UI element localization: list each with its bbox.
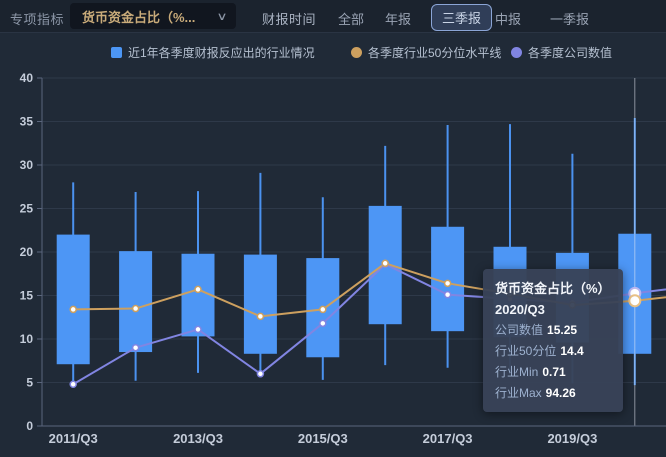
data-point-marker[interactable] — [194, 285, 202, 294]
y-axis-label: 0 — [26, 419, 33, 433]
data-point-marker[interactable] — [131, 304, 140, 313]
data-point-marker[interactable] — [381, 259, 389, 268]
x-axis-label: 2019/Q3 — [547, 431, 597, 446]
data-point-marker[interactable] — [69, 305, 77, 314]
y-axis-label: 30 — [20, 158, 34, 172]
x-axis-label: 2015/Q3 — [298, 431, 348, 446]
legend-company-swatch — [511, 47, 522, 58]
indicator-dropdown-value: 货币资金占比（%... — [82, 9, 196, 25]
data-point-marker[interactable] — [319, 305, 327, 314]
tooltip-row: 行业Min 0.71 — [495, 365, 566, 379]
y-axis-label: 10 — [20, 332, 34, 346]
legend-label: 各季度公司数值 — [528, 46, 613, 60]
y-axis-label: 35 — [20, 115, 34, 129]
x-axis-label: 2017/Q3 — [423, 431, 473, 446]
y-axis-label: 5 — [26, 376, 33, 390]
chart-tooltip: 货币资金占比（%） 2020/Q3 公司数值 15.25 行业50分位 14.4 行… — [483, 269, 623, 412]
report-time-label: 财报时间 — [262, 12, 317, 27]
data-point-marker[interactable] — [443, 279, 452, 288]
data-point-marker[interactable] — [443, 290, 452, 299]
tooltip-row: 行业50分位 14.4 — [495, 344, 584, 358]
chart-legend: 近1年各季度财报反应出的行业情况 各季度行业50分位水平线 各季度公司数值 — [0, 42, 666, 64]
highlighted-point-marker[interactable] — [628, 294, 642, 308]
legend-item-median-line[interactable]: 各季度行业50分位水平线 — [351, 44, 501, 61]
y-axis-label: 25 — [20, 202, 34, 216]
x-axis-label: 2011/Q3 — [49, 431, 98, 446]
tab-q3-report[interactable]: 三季报 — [431, 4, 493, 31]
tooltip-title: 货币资金占比（%） — [495, 281, 611, 296]
y-axis-label: 40 — [20, 71, 34, 85]
legend-item-industry-box[interactable]: 近1年各季度财报反应出的行业情况 — [111, 44, 315, 61]
tooltip-row: 公司数值 15.25 — [495, 323, 578, 337]
y-axis-label: 15 — [20, 289, 34, 303]
data-point-marker[interactable] — [69, 380, 77, 388]
toolbar: 专项指标 货币资金占比（%... ∨ 财报时间 全部 年报 三季报 中报 一季报 — [0, 0, 666, 33]
data-point-marker[interactable] — [256, 370, 265, 378]
box-plot-item[interactable] — [56, 234, 90, 365]
box-plot-item[interactable] — [119, 251, 153, 353]
y-axis-label: 20 — [20, 245, 34, 259]
tab-interim[interactable]: 中报 — [495, 12, 522, 27]
tab-q1-report[interactable]: 一季报 — [550, 12, 590, 27]
x-axis-label: 2013/Q3 — [173, 431, 223, 446]
legend-box-swatch — [111, 47, 122, 58]
data-point-marker[interactable] — [194, 325, 202, 334]
legend-label: 近1年各季度财报反应出的行业情况 — [128, 46, 315, 60]
legend-item-company-value[interactable]: 各季度公司数值 — [511, 44, 612, 61]
data-point-marker[interactable] — [319, 319, 327, 328]
box-plot-item[interactable] — [243, 254, 277, 354]
tooltip-row: 行业Max 94.26 — [495, 386, 576, 400]
data-point-marker[interactable] — [131, 343, 140, 352]
data-point-marker[interactable] — [256, 312, 265, 321]
tab-annual[interactable]: 年报 — [385, 12, 412, 27]
legend-label: 各季度行业50分位水平线 — [368, 46, 502, 60]
section-label: 专项指标 — [10, 12, 65, 27]
indicator-dropdown[interactable]: 货币资金占比（%... ∨ — [70, 3, 236, 29]
tooltip-period: 2020/Q3 — [495, 302, 545, 317]
tab-all[interactable]: 全部 — [338, 12, 365, 27]
chevron-down-icon: ∨ — [216, 10, 228, 23]
legend-median-swatch — [351, 47, 362, 58]
